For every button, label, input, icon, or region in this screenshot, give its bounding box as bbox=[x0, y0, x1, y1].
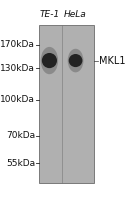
Text: 130kDa: 130kDa bbox=[0, 64, 35, 73]
Bar bbox=[39, 25, 94, 183]
Text: MKL1: MKL1 bbox=[99, 56, 125, 66]
Ellipse shape bbox=[41, 47, 58, 74]
Text: TE-1: TE-1 bbox=[39, 10, 60, 19]
Text: 70kDa: 70kDa bbox=[6, 131, 35, 140]
Text: 100kDa: 100kDa bbox=[0, 96, 35, 104]
Text: HeLa: HeLa bbox=[64, 10, 87, 19]
Text: 55kDa: 55kDa bbox=[6, 159, 35, 168]
Text: 170kDa: 170kDa bbox=[0, 40, 35, 49]
Ellipse shape bbox=[68, 49, 83, 72]
Ellipse shape bbox=[42, 53, 57, 68]
Ellipse shape bbox=[69, 54, 82, 67]
